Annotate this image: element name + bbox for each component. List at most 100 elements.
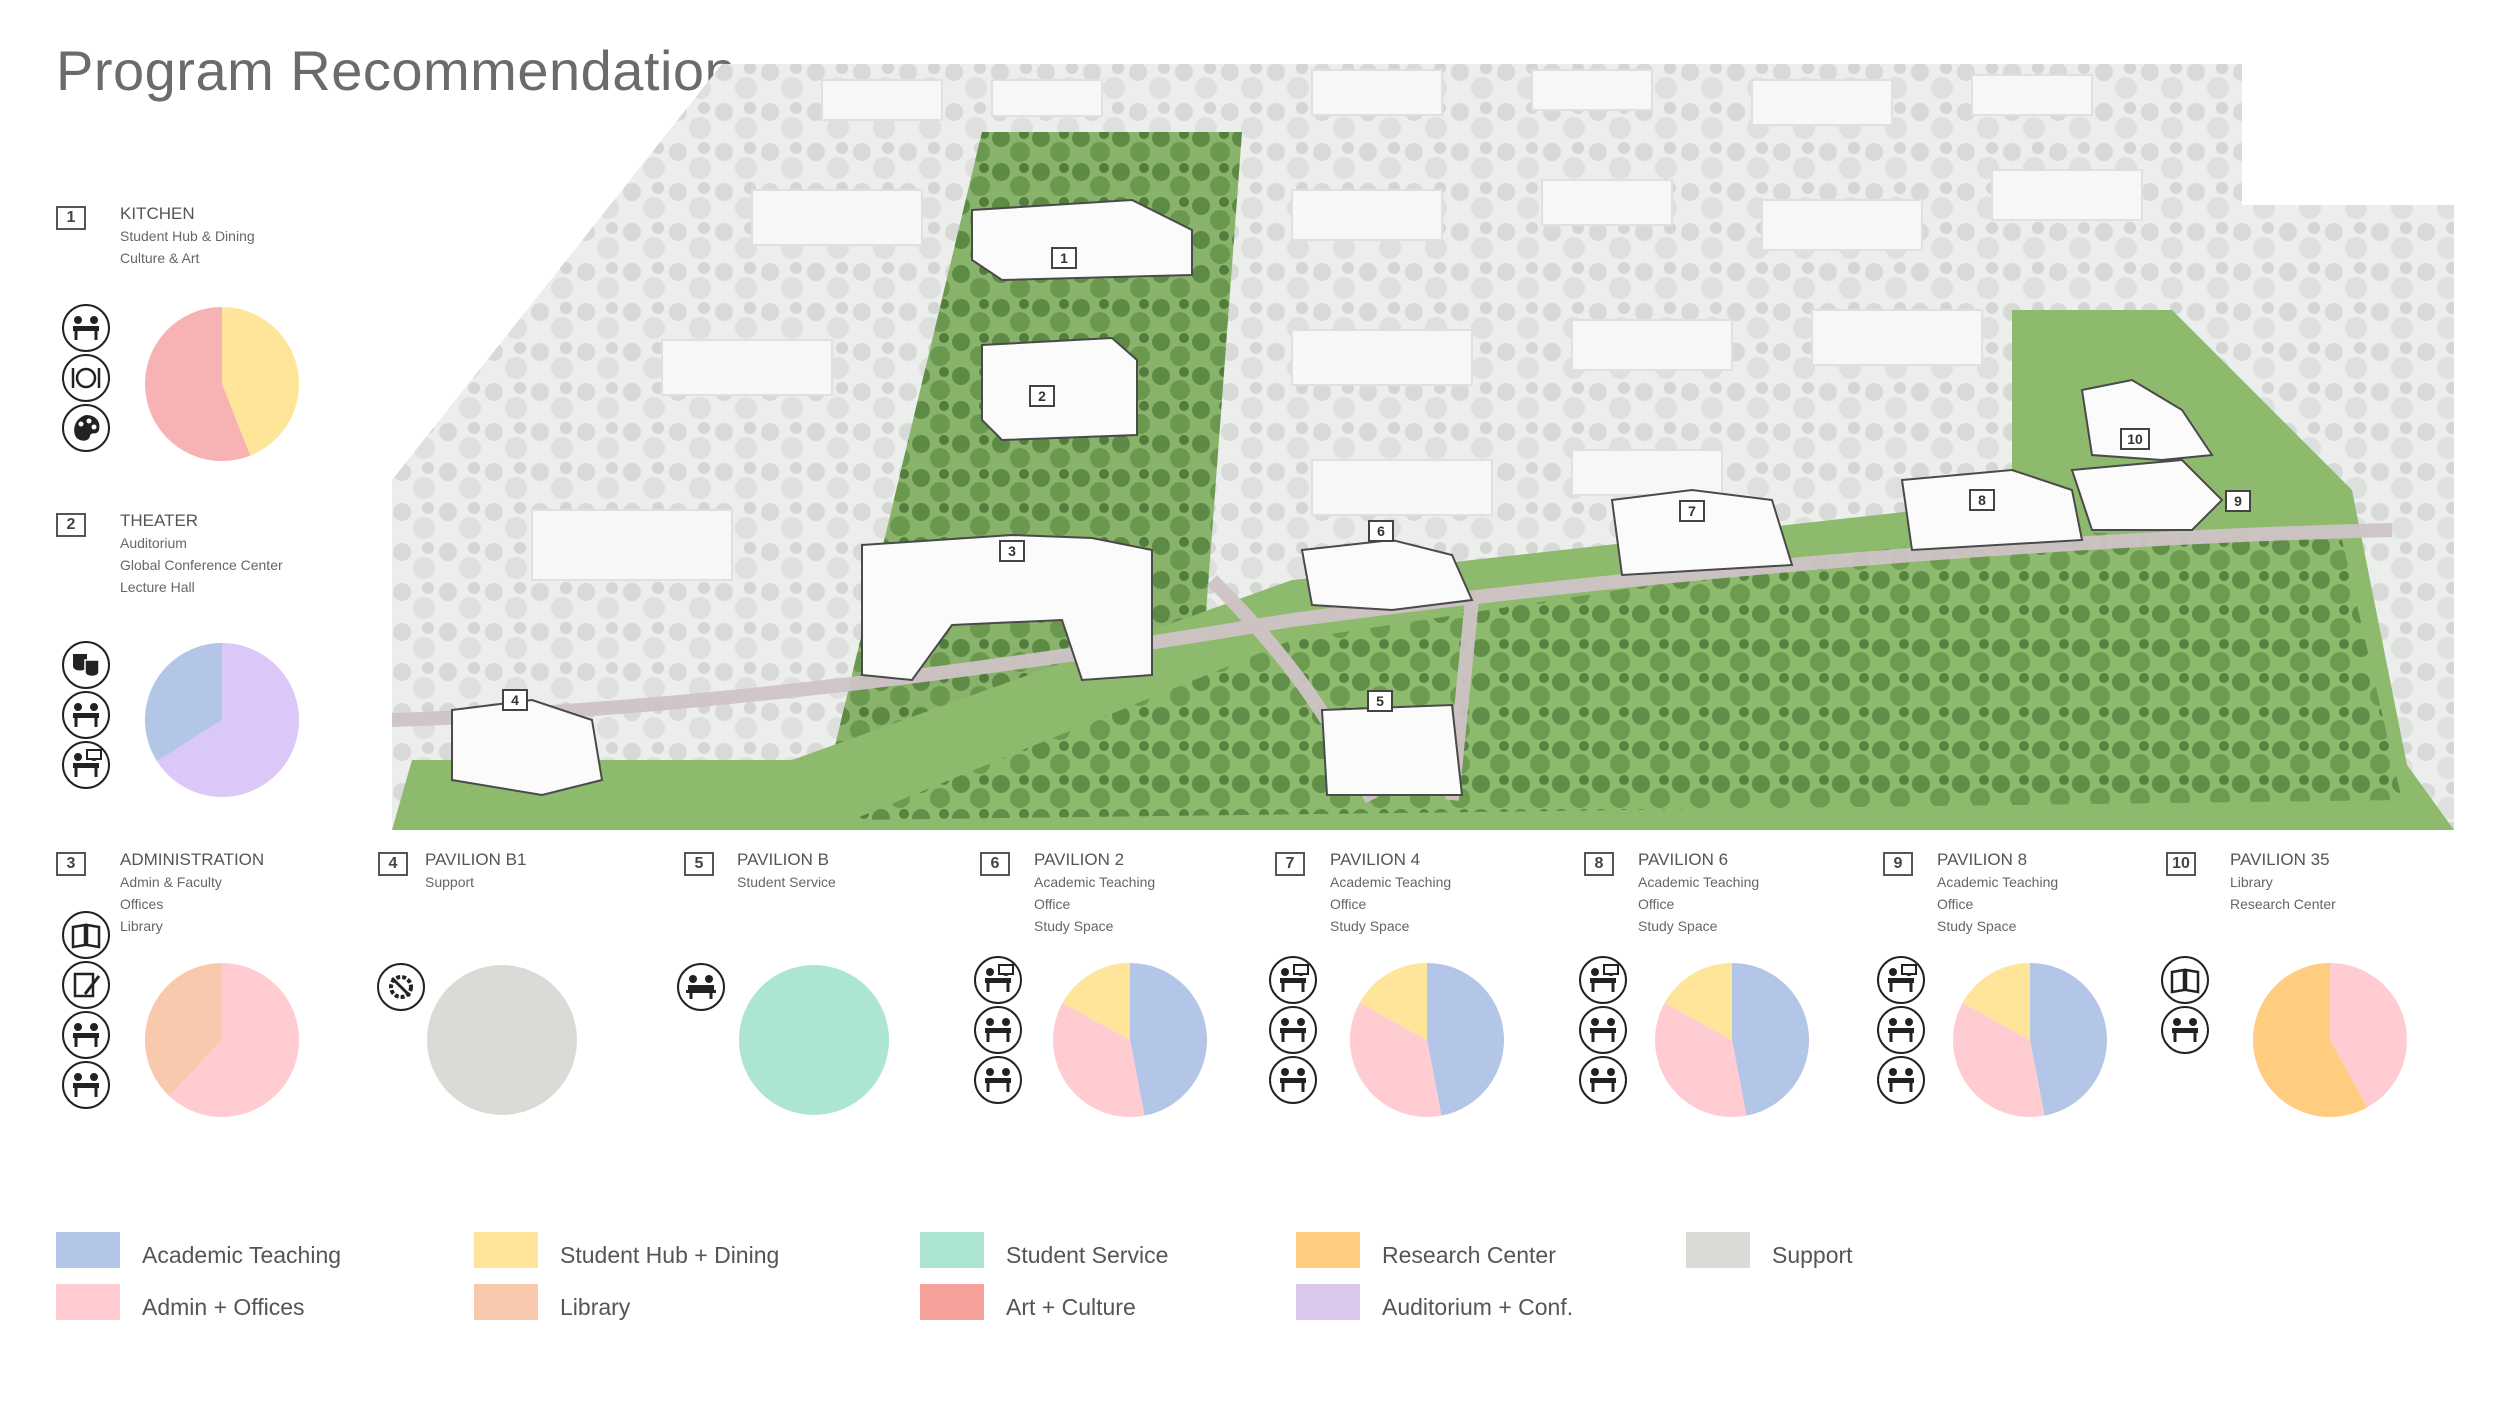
- pie-slice: [156, 643, 299, 797]
- legend-swatch: [474, 1232, 538, 1268]
- office-desk-icon: [1269, 1006, 1317, 1054]
- svg-text:1: 1: [1060, 250, 1068, 266]
- svg-text:4: 4: [511, 692, 519, 708]
- pavilion-program-line: Office: [1330, 896, 1367, 912]
- pavilion-program-line: Library: [2230, 874, 2273, 890]
- pie-slice: [1655, 1002, 1747, 1117]
- pie-slice: [2253, 963, 2368, 1117]
- svg-text:8: 8: [1978, 492, 1986, 508]
- svg-text:7: 7: [1688, 503, 1696, 519]
- pie-slice: [1427, 963, 1505, 1116]
- pavilion-program-line: Support: [425, 874, 475, 890]
- pie-slice: [2330, 963, 2407, 1108]
- pavilion-program-line: Academic Teaching: [1330, 874, 1452, 890]
- legend-label: Student Hub + Dining: [560, 1242, 780, 1268]
- pie-chart-2: [145, 643, 299, 797]
- study-group-icon: [1579, 1056, 1627, 1104]
- legend-label: Admin + Offices: [142, 1294, 305, 1320]
- pie-slice: [1732, 963, 1810, 1116]
- legend-label: Research Center: [1382, 1242, 1556, 1268]
- pie-slice: [145, 963, 222, 1097]
- legend-swatch: [56, 1284, 120, 1320]
- pavilion-program-line: Culture & Art: [120, 250, 200, 266]
- pie-chart-9: [1953, 963, 2107, 1117]
- page-title: Program Recommendation: [56, 39, 737, 102]
- palette-icon: [62, 404, 110, 452]
- service-desk-icon: [677, 963, 725, 1011]
- pavilion-number-1: 1: [56, 206, 86, 230]
- pie-slice: [145, 307, 251, 461]
- pavilion-program-line: Lecture Hall: [120, 579, 195, 595]
- pie-chart-1: [145, 307, 299, 461]
- legend-swatch: [474, 1284, 538, 1320]
- legend-swatch: [920, 1284, 984, 1320]
- legend-swatch: [1296, 1232, 1360, 1268]
- pavilion-number-3: 3: [56, 852, 86, 876]
- svg-text:5: 5: [1376, 693, 1384, 709]
- svg-text:10: 10: [2127, 431, 2143, 447]
- pavilion-number-8: 8: [1584, 852, 1614, 876]
- pie-slice: [1953, 1002, 2045, 1117]
- pavilion-program-line: Research Center: [2230, 896, 2336, 912]
- svg-text:3: 3: [1008, 543, 1016, 559]
- legend-swatch: [56, 1232, 120, 1268]
- pavilion-name: PAVILION 35: [2230, 850, 2330, 869]
- theater-masks-icon: [62, 641, 110, 689]
- pie-chart-8: [1655, 963, 1810, 1117]
- pavilion-name: PAVILION 4: [1330, 850, 1421, 869]
- legend-label: Library: [560, 1294, 631, 1320]
- pavilion-number-6: 6: [980, 852, 1010, 876]
- pie-chart-7: [1350, 963, 1505, 1117]
- pavilion-program-line: Study Space: [1937, 918, 2017, 934]
- pie-slice: [145, 643, 222, 762]
- office-desk-icon: [1579, 1006, 1627, 1054]
- pavilion-program-line: Auditorium: [120, 535, 187, 551]
- legend-label: Art + Culture: [1006, 1294, 1136, 1320]
- pavilion-number-7: 7: [1275, 852, 1305, 876]
- pie-slice: [1664, 963, 1732, 1040]
- map-number-tags: 1 2 3 4 5 6 7 8 9 10: [502, 247, 2251, 712]
- pavilion-name: THEATER: [120, 511, 199, 530]
- lecture-board-icon: [62, 741, 110, 789]
- pavilion-number-10: 10: [2166, 852, 2196, 876]
- pavilion-program-line: Study Space: [1638, 918, 1718, 934]
- pie-slice: [427, 965, 577, 1115]
- lecture-board-icon: [1877, 956, 1925, 1004]
- dining-people-icon: [62, 304, 110, 352]
- pavilion-program-line: Office: [1034, 896, 1071, 912]
- pavilion-program-line: Library: [120, 918, 163, 934]
- pavilion-program-line: Student Service: [737, 874, 836, 890]
- gear-tools-icon: [377, 963, 425, 1011]
- pie-chart-3: [145, 963, 299, 1117]
- pavilion-name: KITCHEN: [120, 204, 195, 223]
- legend-label: Support: [1772, 1242, 1853, 1268]
- pavilion-number-4: 4: [378, 852, 408, 876]
- svg-text:9: 9: [2234, 493, 2242, 509]
- pavilion-name: PAVILION 8: [1937, 850, 2028, 869]
- study-group-icon: [1269, 1056, 1317, 1104]
- pavilion-program-line: Study Space: [1330, 918, 1410, 934]
- pie-slice: [1962, 963, 2030, 1040]
- pavilion-name: PAVILION B1: [425, 850, 527, 869]
- legend-swatch: [1296, 1284, 1360, 1320]
- book-icon: [2161, 956, 2209, 1004]
- pavilion-program-line: Office: [1638, 896, 1675, 912]
- pavilion-program-line: Academic Teaching: [1638, 874, 1760, 890]
- pavilion-program-line: Academic Teaching: [1937, 874, 2059, 890]
- pavilion-name: PAVILION B: [737, 850, 829, 869]
- pavilion-program-line: Admin & Faculty: [120, 874, 222, 890]
- pavilion-name: PAVILION 2: [1034, 850, 1125, 869]
- plate-cutlery-icon: [62, 354, 110, 402]
- svg-text:2: 2: [1038, 388, 1046, 404]
- pen-paper-icon: [62, 961, 110, 1009]
- pie-chart-6: [1053, 963, 1208, 1117]
- book-icon: [62, 911, 110, 959]
- pie-slice: [2030, 963, 2107, 1116]
- pie-slice: [1062, 963, 1130, 1040]
- pavilion-number-9: 9: [1883, 852, 1913, 876]
- desk-worker-icon: [62, 1011, 110, 1059]
- conference-table-icon: [62, 691, 110, 739]
- pie-slice: [1053, 1002, 1145, 1117]
- study-group-icon: [974, 1056, 1022, 1104]
- pavilion-program-line: Office: [1937, 896, 1974, 912]
